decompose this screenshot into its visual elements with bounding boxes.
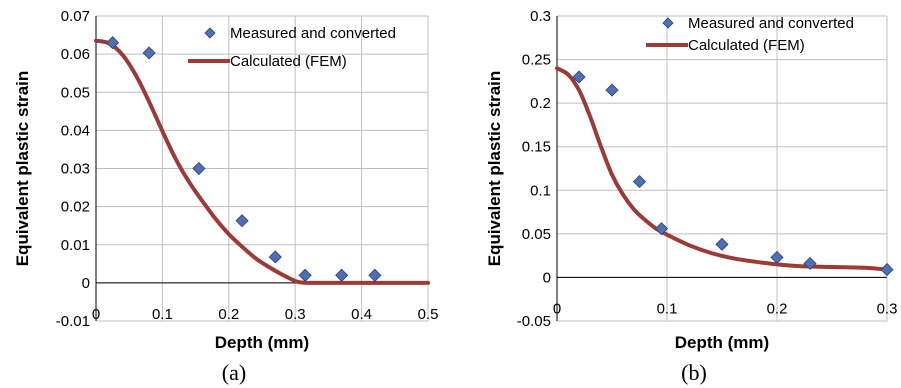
x-tick-label: 0.3 [285,306,306,323]
x-axis-title: Depth (mm) [675,333,769,352]
y-tick-label: 0.3 [530,8,551,25]
y-tick-label: 0.05 [522,226,551,243]
y-tick-label: 0.15 [522,139,551,156]
panel-caption: (a) [222,360,246,385]
x-tick-label: 0.2 [218,306,239,323]
measured-point [770,250,784,264]
x-tick-label: 0 [553,300,561,317]
measured-point [142,46,156,60]
y-tick-label: 0.03 [61,161,90,178]
y-tick-label: 0.02 [61,199,90,216]
y-tick-label: 0.25 [522,52,551,69]
measured-point [654,222,669,236]
measured-point [715,237,729,251]
measured-point [605,83,619,97]
legend-marker-measured [204,27,216,39]
y-tick-label: 0.05 [61,84,90,101]
x-tick-label: 0.1 [152,306,173,323]
legend-marker-measured [662,17,674,29]
x-tick-label: 0 [92,306,100,323]
y-tick-label: 0.04 [61,122,90,139]
legend-label-measured: Measured and converted [688,15,854,32]
y-tick-label: 0.01 [61,237,90,254]
y-tick-label: 0.07 [61,8,90,25]
measured-point [368,268,382,282]
y-tick-label: 0 [543,269,551,286]
y-tick-label: -0.05 [517,313,551,330]
measured-point [268,250,282,264]
legend-label-fem: Calculated (FEM) [230,53,347,70]
y-tick-label: 0 [82,275,90,292]
measured-point [572,70,586,84]
measured-point [298,268,312,282]
x-axis-title: Depth (mm) [215,333,309,352]
measured-point [803,256,817,271]
measured-point [335,268,349,282]
measured-point [880,263,894,277]
y-tick-label: -0.01 [56,313,90,330]
legend-label-measured: Measured and converted [230,25,396,42]
measured-point [106,36,120,50]
legend-label-fem: Calculated (FEM) [688,37,805,54]
x-tick-label: 0.2 [767,300,788,317]
x-tick-label: 0.3 [877,300,898,317]
x-tick-label: 0.1 [657,300,678,317]
fem-curve [94,38,430,285]
measured-point [192,161,206,176]
y-tick-label: 0.2 [530,95,551,112]
y-tick-label: 0.1 [530,182,551,199]
measured-point [632,175,647,189]
panel-caption: (b) [681,360,707,385]
y-axis-title: Equivalent plastic strain [485,71,504,267]
measured-point [235,214,249,228]
y-axis-title: Equivalent plastic strain [13,71,32,267]
x-tick-label: 0.5 [418,306,439,323]
x-tick-label: 0.4 [351,306,372,323]
y-tick-label: 0.06 [61,46,90,63]
